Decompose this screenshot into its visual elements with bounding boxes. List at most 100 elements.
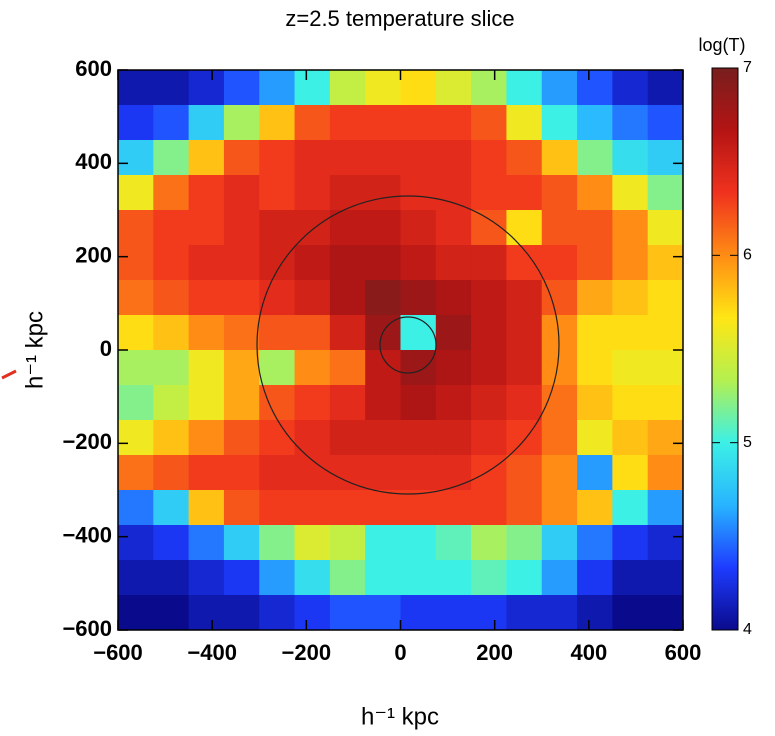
heat-cell [577, 210, 613, 246]
heat-cell [365, 140, 401, 176]
heat-cell [153, 315, 190, 351]
x-tick-label: 600 [665, 640, 702, 665]
heat-cell [365, 560, 401, 596]
heat-cell [118, 490, 154, 526]
heat-cell [400, 385, 437, 421]
x-tick-label: −400 [187, 640, 237, 665]
heat-cell [506, 560, 543, 596]
heat-cell [435, 560, 472, 596]
heat-cell [259, 525, 296, 561]
heat-cell [647, 385, 684, 421]
heat-cell [223, 315, 260, 351]
heat-cell [223, 350, 260, 386]
heat-cell [506, 70, 543, 106]
heat-cell [188, 420, 225, 456]
y-tick-label: −600 [62, 616, 112, 641]
heat-cell [647, 595, 684, 631]
heat-cell [329, 105, 366, 141]
heat-cell [153, 560, 190, 596]
heat-cell [435, 420, 472, 456]
heat-cell [647, 105, 684, 141]
heat-cell [294, 595, 331, 631]
heat-cell [400, 490, 437, 526]
heat-cell [435, 140, 472, 176]
heat-cell [118, 560, 154, 596]
heat-cell [365, 280, 401, 316]
heat-cell [329, 455, 366, 491]
heat-cell [471, 455, 507, 491]
heat-cell [506, 140, 543, 176]
heat-cell [471, 70, 507, 106]
heat-cell [188, 280, 225, 316]
heat-cell [365, 420, 401, 456]
y-axis-label: h⁻¹ kpc [21, 311, 48, 389]
heat-cell [188, 140, 225, 176]
colorbar-tick-label: 6 [743, 247, 752, 264]
heat-cell [400, 140, 437, 176]
heat-cell [577, 420, 613, 456]
heat-cell [118, 315, 154, 351]
heat-cell [506, 175, 543, 211]
heat-cell [400, 455, 437, 491]
heat-cell [223, 70, 260, 106]
heat-cell [577, 595, 613, 631]
y-tick-label: −400 [62, 522, 112, 547]
heat-cell [647, 560, 684, 596]
heat-cell [647, 245, 684, 281]
heat-cell [541, 210, 578, 246]
heat-cell [259, 315, 296, 351]
heat-cell [329, 595, 366, 631]
heat-cell [435, 175, 472, 211]
heat-cell [471, 105, 507, 141]
heat-cell [647, 525, 684, 561]
heat-cell [647, 420, 684, 456]
heat-cell [118, 455, 154, 491]
x-tick-label: 400 [570, 640, 607, 665]
heat-cell [435, 245, 472, 281]
heat-cell [506, 315, 543, 351]
heat-cell [647, 315, 684, 351]
chart-title: z=2.5 temperature slice [285, 6, 514, 31]
heat-cell [153, 525, 190, 561]
heat-cell [612, 595, 649, 631]
heat-cell [400, 245, 437, 281]
heat-cell [294, 280, 331, 316]
heat-cell [118, 245, 154, 281]
heatmap [118, 70, 684, 631]
heat-cell [294, 175, 331, 211]
heat-cell [541, 560, 578, 596]
colorbar-label: log(T) [698, 35, 745, 55]
heat-cell [329, 350, 366, 386]
heat-cell [259, 175, 296, 211]
heat-cell [647, 455, 684, 491]
heat-cell [471, 560, 507, 596]
heat-cell [329, 140, 366, 176]
heat-cell [400, 70, 437, 106]
heat-cell [153, 140, 190, 176]
heat-cell [365, 455, 401, 491]
heat-cell [259, 140, 296, 176]
heat-cell [471, 385, 507, 421]
heat-cell [223, 455, 260, 491]
heat-cell [294, 525, 331, 561]
heat-cell [259, 105, 296, 141]
heat-cell [577, 140, 613, 176]
heat-cell [612, 315, 649, 351]
heat-cell [577, 560, 613, 596]
heat-cell [259, 560, 296, 596]
heat-cell [153, 420, 190, 456]
heat-cell [506, 525, 543, 561]
heat-cell [471, 420, 507, 456]
heat-cell [259, 245, 296, 281]
colorbar-tick-label: 5 [743, 434, 752, 451]
heat-cell [188, 315, 225, 351]
heat-cell [400, 525, 437, 561]
heat-cell [471, 490, 507, 526]
heat-cell [153, 175, 190, 211]
heat-cell [577, 175, 613, 211]
heat-cell [541, 245, 578, 281]
heat-cell [612, 105, 649, 141]
heat-cell [118, 385, 154, 421]
heat-cell [612, 455, 649, 491]
heat-cell [435, 105, 472, 141]
